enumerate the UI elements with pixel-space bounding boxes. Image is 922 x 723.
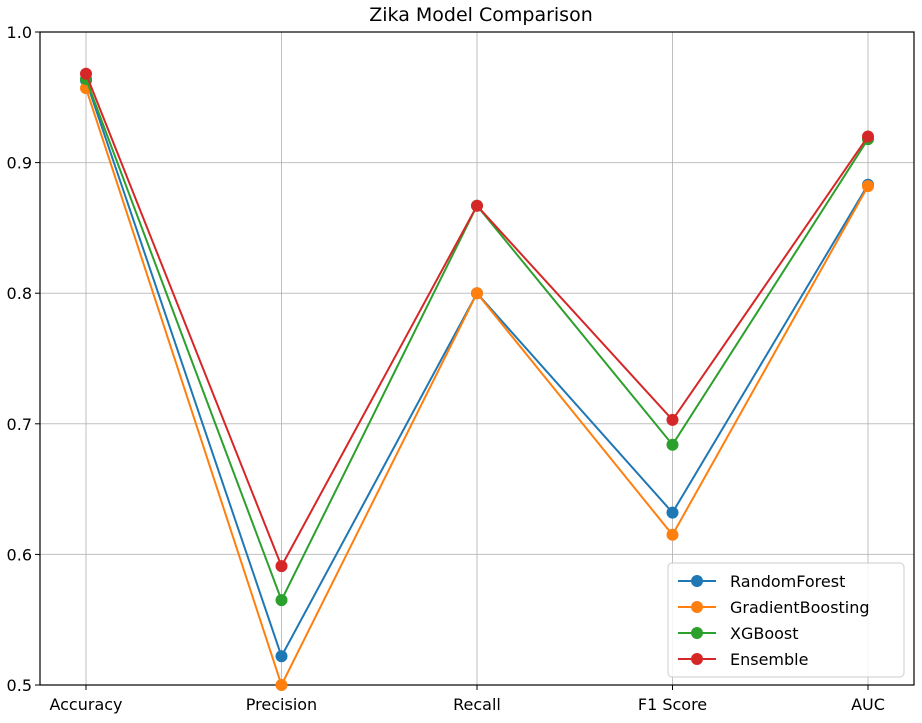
x-tick-label: F1 Score [638, 695, 707, 714]
data-point-gradientboosting [275, 679, 288, 691]
y-tick-label: 0.7 [7, 415, 32, 434]
legend: RandomForest GradientBoosting XGBoost Ensem… [667, 562, 905, 678]
legend-marker-gradientboosting [691, 601, 703, 613]
chart-title: Zika Model Comparison [369, 4, 593, 26]
y-tick-label: 1.0 [7, 23, 32, 42]
data-point-randomforest [666, 506, 679, 519]
y-tick-label: 0.9 [7, 154, 32, 173]
legend-label-xgboost: XGBoost [730, 624, 799, 643]
series-layer [80, 67, 874, 691]
data-point-xgboost [275, 594, 288, 607]
data-point-gradientboosting [862, 180, 874, 193]
series-ensemble [80, 67, 874, 573]
data-point-gradientboosting [666, 528, 679, 541]
y-tick-label: 0.8 [7, 284, 32, 303]
data-point-gradientboosting [471, 287, 483, 300]
data-point-ensemble [80, 67, 92, 80]
x-tick-label: Recall [453, 695, 501, 714]
data-point-xgboost [666, 438, 679, 451]
data-point-ensemble [666, 413, 679, 426]
legend-marker-randomforest [691, 575, 703, 587]
legend-marker-ensemble [691, 653, 703, 665]
legend-label-gradientboosting: GradientBoosting [730, 598, 870, 617]
data-point-randomforest [275, 650, 288, 663]
data-point-ensemble [275, 560, 288, 573]
data-point-ensemble [862, 130, 874, 143]
x-tick-label: Precision [246, 695, 317, 714]
series-gradientboosting [80, 82, 874, 691]
legend-label-ensemble: Ensemble [730, 650, 808, 669]
data-point-ensemble [471, 199, 483, 212]
x-tick-label: AUC [851, 695, 885, 714]
x-tick-label: Accuracy [49, 695, 122, 714]
legend-label-randomforest: RandomForest [730, 572, 845, 591]
legend-marker-xgboost [691, 627, 703, 639]
y-tick-label: 0.6 [7, 545, 32, 564]
axes: 0.5 0.6 0.7 0.8 0.9 1.0 Accuracy Precision Recal… [7, 23, 915, 714]
y-tick-label: 0.5 [7, 676, 32, 695]
legend-box [667, 562, 905, 678]
